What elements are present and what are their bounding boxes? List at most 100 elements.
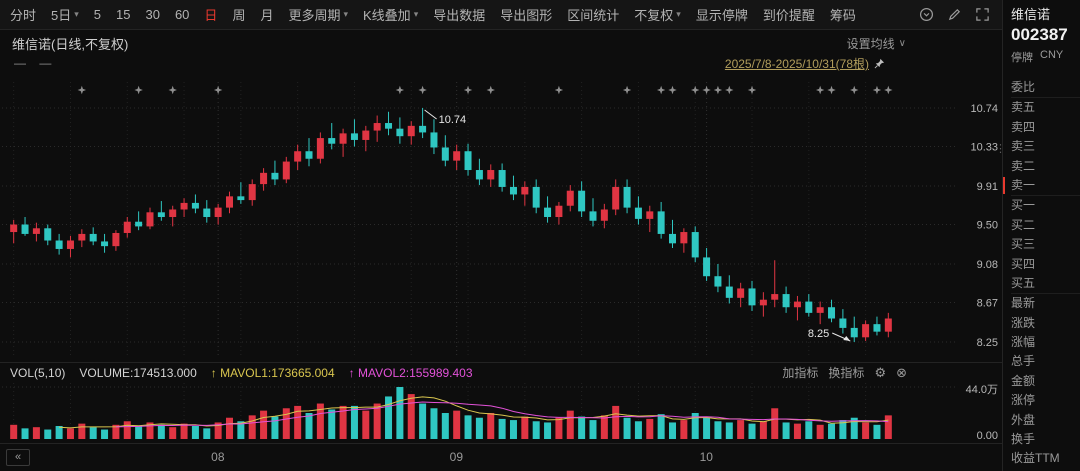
toolbar-item-周[interactable]: 周 (232, 8, 246, 23)
toolbar-item-显示停牌[interactable]: 显示停牌 (695, 8, 748, 23)
toolbar-item-5[interactable]: 5 (93, 7, 102, 22)
quote-row-收益TTM[interactable]: 收益TTM (1011, 451, 1060, 466)
price-axis-label: 9.08 (977, 259, 998, 271)
toolbar-item-5日[interactable]: 5日 ▾ (51, 8, 79, 23)
chart-header: 维信诺(日线,不复权) 设置均线 ∨ (12, 33, 994, 53)
collapse-left-button[interactable]: « (6, 449, 30, 466)
toolbar-item-60[interactable]: 60 (174, 7, 190, 22)
caret-down-icon: ▾ (74, 9, 79, 19)
quote-row-卖五[interactable]: 卖五 (1011, 100, 1036, 115)
chart-pane: 分时 5日 ▾ 5 15 30 60 日周月更多周期 ▾ K线叠加 ▾ 导出数据 导出图形 区间统计 不复权… (0, 0, 1006, 471)
ma-settings-label: 设置均线 (846, 36, 895, 51)
quote-row-涨幅[interactable]: 涨幅 (1011, 335, 1036, 350)
quote-row-金额[interactable]: 金额 (1011, 373, 1036, 388)
toolbar-item-导出图形[interactable]: 导出图形 (500, 8, 553, 23)
toolbar-item-分时[interactable]: 分时 (10, 8, 37, 23)
caret-down-icon: ▾ (413, 9, 419, 19)
volume-header: VOL(5,10) VOLUME:174513.000 ↑ MAVOL1:173… (10, 364, 907, 381)
date-range-link[interactable]: 2025/7/8-2025/10/31(78根) (725, 55, 885, 72)
volume-header-actions: 加指标 换指标 ⚙ ⊗ (782, 364, 907, 381)
quote-row-卖三[interactable]: 卖三 (1011, 139, 1036, 154)
fullscreen-icon[interactable] (975, 7, 990, 22)
price-axis-label: 8.67 (977, 298, 998, 310)
quote-row-卖一[interactable]: 卖一 (1003, 176, 1080, 197)
chart-title: 维信诺(日线,不复权) (12, 36, 129, 52)
gear-icon[interactable]: ⚙ (874, 365, 887, 380)
price-axis-label: 9.50 (977, 220, 998, 232)
mavol1-value: ↑ MAVOL1:173665.004 (210, 365, 335, 380)
toolbar-item-到价提醒[interactable]: 到价提醒 (762, 8, 815, 23)
quote-row-卖四[interactable]: 卖四 (1011, 119, 1036, 134)
quote-row-外盘[interactable]: 外盘 (1011, 412, 1036, 427)
month-label-10: 10 (699, 450, 713, 464)
period-toolbar: 分时 5日 ▾ 5 15 30 60 日周月更多周期 ▾ K线叠加 ▾ 导出数据 导出图形 区间统计 不复权… (10, 5, 856, 24)
toolbar: 分时 5日 ▾ 5 15 30 60 日周月更多周期 ▾ K线叠加 ▾ 导出数据 导出图形 区间统计 不复权… (0, 0, 1002, 30)
up-arrow-icon: ↑ (348, 365, 355, 380)
quote-row-买一[interactable]: 买一 (1011, 198, 1036, 213)
quote-row-最新[interactable]: 最新 (1011, 296, 1036, 311)
toolbar-item-30[interactable]: 30 (145, 7, 160, 22)
toolbar-item-更多周期[interactable]: 更多周期 ▾ (288, 8, 349, 23)
currency-label: CNY (1040, 49, 1064, 61)
add-indicator-button[interactable]: 加指标 (782, 366, 819, 380)
quote-sidebar: 维信诺 002387 停牌 CNY 委比 卖五卖四卖三卖二卖一 买一买二买三买四买五… (1002, 0, 1080, 471)
volume-axis-max: 44.0万 (966, 384, 998, 396)
quote-row-总手[interactable]: 总手 (1011, 354, 1036, 369)
mavol2-value: ↑ MAVOL2:155989.403 (348, 365, 473, 380)
pin-icon (874, 58, 885, 69)
pane-scroll-handle[interactable]: ⋮ (995, 143, 1006, 155)
stock-code: 002387 (1011, 25, 1068, 44)
toolbar-item-区间统计[interactable]: 区间统计 (567, 8, 620, 23)
up-arrow-icon: ↑ (210, 365, 217, 380)
toolbar-item-导出数据[interactable]: 导出数据 (433, 8, 486, 23)
caret-down-icon: ▾ (676, 9, 681, 19)
mavol2-line (115, 401, 889, 428)
low-annotation: 8.25 (808, 328, 829, 340)
date-range-text: 2025/7/8-2025/10/31(78根) (724, 57, 869, 71)
toolbar-item-K线叠加[interactable]: K线叠加 ▾ (363, 8, 419, 23)
ma-settings-button[interactable]: 设置均线 ∨ (847, 35, 906, 52)
volume-indicator-label: VOL(5,10) (10, 365, 66, 380)
quote-rows: 委比 卖五卖四卖三卖二卖一 买一买二买三买四买五 最新涨跌涨幅总手金额涨停外盘换手收益… (1003, 78, 1080, 469)
time-axis: « 08 09 10 (0, 443, 1002, 471)
close-icon[interactable]: ⊗ (896, 365, 907, 380)
quote-row-买五[interactable]: 买五 (1011, 274, 1080, 295)
price-axis-label: 8.25 (977, 337, 998, 349)
event-markers[interactable] (77, 85, 893, 95)
quote-row-委比[interactable]: 委比 (1011, 78, 1080, 99)
price-axis-label: 9.91 (977, 181, 998, 193)
chevron-down-icon: ∨ (898, 37, 906, 49)
toolbar-item-不复权[interactable]: 不复权 ▾ (634, 8, 681, 23)
quote-row-卖二[interactable]: 卖二 (1011, 158, 1036, 173)
toolbar-item-15[interactable]: 15 (116, 7, 131, 22)
caret-down-icon: ▾ (343, 9, 349, 19)
edit-icon[interactable] (947, 7, 962, 22)
quote-row-换手[interactable]: 换手 (1011, 432, 1036, 447)
stock-name: 维信诺 (1011, 7, 1051, 22)
volume-value: VOLUME:174513.000 (79, 365, 197, 380)
volume-bars (10, 387, 892, 439)
pane-divider (0, 362, 1002, 363)
quote-row-买四[interactable]: 买四 (1011, 256, 1036, 271)
toolbar-right-icons (919, 7, 990, 22)
stock-status: 停牌 CNY (1011, 49, 1080, 65)
month-label-09: 09 (449, 450, 464, 464)
candlestick-chart[interactable]: 10.74 10.33 9.91 9.50 9.08 8.67 8.25 10.74 8.25 (0, 70, 1002, 363)
candles (10, 108, 892, 342)
quote-row-买三[interactable]: 买三 (1011, 237, 1036, 252)
price-axis-label: 10.33 (970, 142, 998, 154)
collapse-circle-icon[interactable] (919, 7, 934, 22)
toolbar-item-日[interactable]: 日 (204, 8, 218, 23)
ma-legend: — — (14, 56, 57, 70)
volume-chart[interactable]: 44.0万 0.00 (0, 381, 1002, 443)
quote-row-涨跌[interactable]: 涨跌 (1011, 315, 1036, 330)
toolbar-item-筹码[interactable]: 筹码 (829, 8, 856, 23)
month-label-08: 08 (211, 450, 225, 464)
toolbar-item-月[interactable]: 月 (260, 8, 274, 23)
change-indicator-button[interactable]: 换指标 (828, 366, 865, 380)
status-badge: 停牌 (1011, 52, 1033, 64)
quote-row-买二[interactable]: 买二 (1011, 217, 1036, 232)
quote-row-涨停[interactable]: 涨停 (1011, 393, 1036, 408)
price-axis-label: 10.74 (970, 103, 998, 115)
